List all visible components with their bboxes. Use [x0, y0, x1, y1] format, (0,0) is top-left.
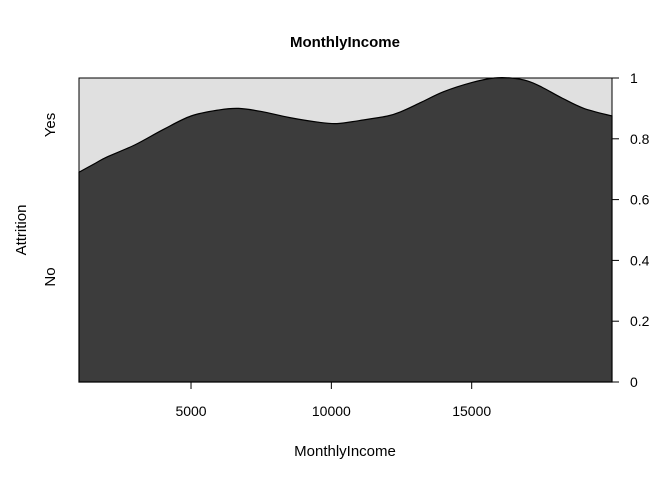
- x-axis-label: MonthlyIncome: [294, 443, 396, 460]
- x-tick-label: 5000: [175, 403, 206, 419]
- x-tick-label: 10000: [312, 403, 351, 419]
- category-label-no: No: [42, 267, 59, 286]
- y-axis-label: Attrition: [13, 205, 30, 256]
- y-tick-label: 1: [630, 70, 638, 86]
- x-tick-label: 15000: [452, 403, 491, 419]
- y-tick-label: 0.4: [630, 252, 650, 268]
- chart-title: MonthlyIncome: [290, 34, 400, 51]
- no-area: [78, 76, 613, 383]
- x-axis: 5000 10000 15000: [79, 381, 612, 419]
- y-axis-right: 0 0.2 0.4 0.6 0.8 1: [611, 70, 650, 390]
- y-tick-label: 0.8: [630, 131, 650, 147]
- y-tick-label: 0.2: [630, 313, 650, 329]
- y-tick-label: 0.6: [630, 192, 650, 208]
- y-tick-label: 0: [630, 374, 638, 390]
- category-label-yes: Yes: [42, 113, 59, 137]
